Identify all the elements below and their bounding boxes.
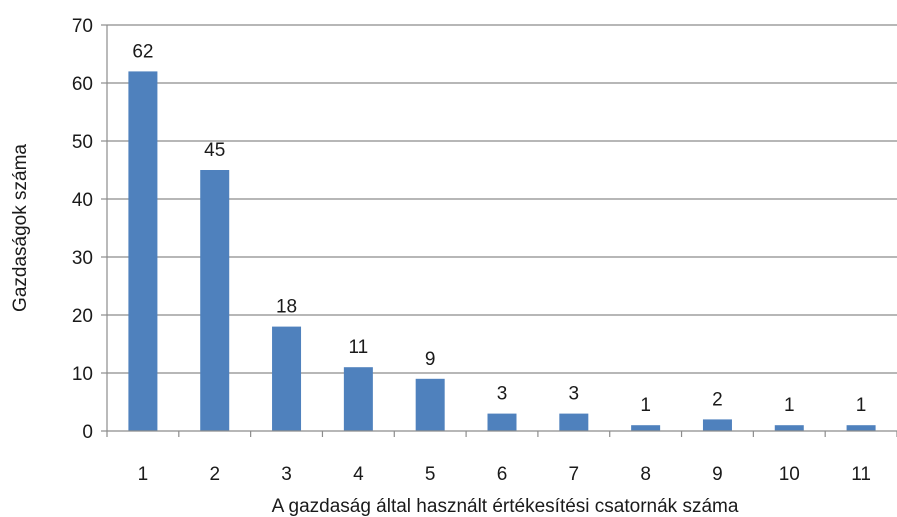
bar-1: [128, 71, 158, 432]
bar-2: [200, 170, 230, 431]
x-tick-label-7: 7: [569, 464, 580, 485]
data-label-8: 1: [640, 395, 651, 416]
data-label-4: 11: [348, 337, 368, 358]
bar-10: [774, 425, 804, 431]
data-label-11: 1: [856, 395, 867, 416]
x-tick-label-4: 4: [353, 464, 364, 485]
bar-6: [487, 413, 517, 431]
data-label-1: 62: [132, 41, 153, 62]
bars: [128, 71, 876, 432]
data-label-7: 3: [569, 384, 580, 405]
gridlines: [107, 24, 897, 374]
x-tick-label-5: 5: [425, 464, 436, 485]
x-tick-label-10: 10: [779, 464, 800, 485]
y-tick-label: 70: [72, 16, 93, 37]
axes: [106, 25, 897, 437]
data-label-3: 18: [276, 297, 297, 318]
data-label-5: 9: [425, 349, 436, 370]
y-tick-label: 10: [72, 364, 93, 385]
y-tick-label: 60: [72, 74, 93, 95]
bar-8: [631, 425, 661, 431]
bar-4: [343, 367, 373, 431]
data-label-6: 3: [497, 384, 508, 405]
x-tick-label-11: 11: [851, 464, 871, 485]
bar-3: [272, 326, 302, 431]
x-tick-label-6: 6: [497, 464, 508, 485]
y-tick-label: 20: [72, 306, 93, 327]
bar-9: [702, 419, 732, 431]
y-tick-label: 30: [72, 248, 93, 269]
y-tick-label: 40: [72, 190, 93, 211]
x-axis-title: A gazdaság által használt értékesítési c…: [272, 496, 739, 517]
bar-7: [559, 413, 589, 431]
y-tick-labels: 0 10 20 30 40 50 60 70: [72, 16, 107, 443]
bar-5: [415, 378, 445, 431]
bar-11: [846, 425, 876, 431]
y-axis-title: Gazdaságok száma: [10, 144, 31, 312]
x-tick-label-2: 2: [209, 464, 220, 485]
y-tick-label: 50: [72, 132, 93, 153]
x-tick-label-8: 8: [640, 464, 651, 485]
data-label-10: 1: [784, 395, 795, 416]
x-tick-label-1: 1: [138, 464, 149, 485]
y-tick-label: 0: [82, 422, 93, 443]
data-label-9: 2: [712, 389, 723, 410]
x-tick-label-3: 3: [281, 464, 292, 485]
data-label-2: 45: [204, 140, 225, 161]
x-tick-labels: 1 2 3 4 5 6 7 8 9 10 11: [138, 464, 871, 485]
x-tick-label-9: 9: [712, 464, 723, 485]
